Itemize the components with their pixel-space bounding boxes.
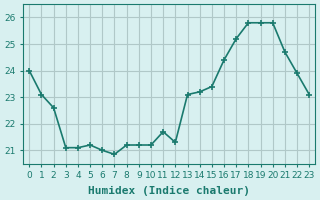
X-axis label: Humidex (Indice chaleur): Humidex (Indice chaleur) [88,186,250,196]
